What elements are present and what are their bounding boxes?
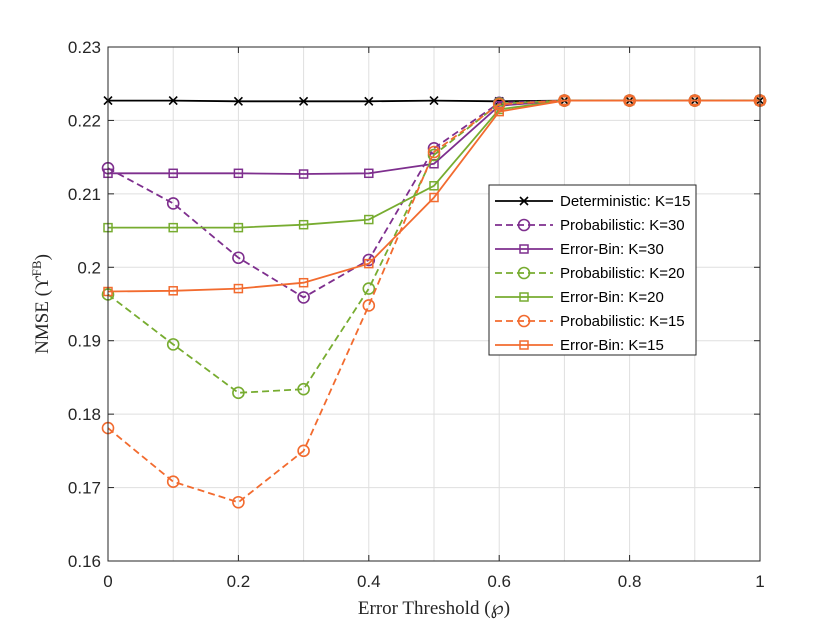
data-point — [364, 258, 374, 269]
data-point — [168, 286, 178, 296]
y-axis-label-sup: FB — [29, 260, 44, 276]
data-point — [427, 145, 441, 159]
legend-item-error-bin-k-30: Error-Bin: K=30 — [495, 241, 664, 258]
data-point — [233, 168, 244, 179]
legend-item-error-bin-k-20: Error-Bin: K=20 — [495, 289, 664, 306]
data-point — [233, 96, 243, 106]
x-tick-label: 1 — [755, 572, 764, 591]
data-point — [166, 197, 180, 210]
legend-label: Error-Bin: K=30 — [560, 241, 664, 258]
y-tick-label: 0.23 — [68, 38, 101, 57]
legend-item-probabilistic-k-20: Probabilistic: K=20 — [495, 265, 685, 282]
data-point — [492, 97, 506, 111]
data-point — [232, 251, 245, 265]
data-point — [429, 192, 439, 203]
data-point — [517, 266, 531, 280]
data-point — [364, 168, 374, 179]
data-point — [364, 214, 374, 225]
legend-label: Probabilistic: K=20 — [560, 265, 685, 282]
legend: Deterministic: K=15 Probabilistic: K=30 Er… — [488, 184, 697, 356]
data-point — [494, 106, 504, 117]
data-point — [298, 169, 309, 179]
data-point — [690, 95, 700, 106]
y-tick-label: 0.16 — [68, 552, 101, 571]
data-point — [166, 338, 180, 351]
data-point — [624, 95, 635, 106]
y-axis-label-main: NMSE (ϒ — [32, 276, 53, 354]
data-point — [168, 168, 178, 179]
legend-label: Probabilistic: K=15 — [560, 313, 685, 330]
legend-item-error-bin-k-15: Error-Bin: K=15 — [495, 337, 664, 354]
x-tick-label: 0.2 — [227, 572, 251, 591]
data-point — [364, 96, 374, 106]
data-point — [362, 253, 376, 267]
data-point — [517, 314, 531, 328]
data-point — [297, 444, 310, 458]
data-point — [429, 181, 439, 191]
data-point — [517, 218, 531, 232]
legend-item-probabilistic-k-30: Probabilistic: K=30 — [495, 217, 685, 234]
x-tick-label: 0 — [103, 572, 112, 591]
legend-label: Error-Bin: K=20 — [560, 289, 664, 306]
data-point — [168, 96, 178, 106]
data-point — [298, 277, 309, 288]
data-point — [166, 475, 180, 488]
x-tick-label: 0.4 — [357, 572, 381, 591]
data-point — [233, 222, 244, 233]
plot-frame — [107, 46, 761, 562]
legend-item-deterministic-k-15: Deterministic: K=15 — [495, 193, 690, 210]
data-point — [299, 96, 309, 106]
tick-layer: 0 0.2 0.4 0.6 0.8 1 0.16 0.17 0.18 0.19 0.2 0.21 0.2… — [68, 38, 765, 591]
data-point — [232, 495, 245, 509]
data-point — [519, 244, 529, 254]
x-tick-label: 0.8 — [618, 572, 642, 591]
data-point — [519, 196, 529, 206]
data-point — [519, 340, 529, 350]
y-tick-label: 0.2 — [77, 258, 101, 277]
y-tick-label: 0.18 — [68, 405, 101, 424]
data-point — [298, 219, 309, 230]
legend-label: Error-Bin: K=15 — [560, 337, 664, 354]
legend-label: Probabilistic: K=30 — [560, 217, 685, 234]
legend-item-probabilistic-k-15: Probabilistic: K=15 — [495, 313, 685, 330]
data-point — [297, 382, 310, 396]
data-point — [233, 283, 244, 294]
y-axis-label-close: ) — [32, 254, 53, 260]
data-point — [168, 222, 178, 233]
y-axis-label: NMSE (ϒFB) — [29, 254, 53, 354]
data-point — [232, 386, 245, 400]
data-point — [559, 95, 570, 106]
y-tick-label: 0.22 — [68, 111, 101, 130]
data-point — [362, 299, 376, 312]
y-tick-label: 0.21 — [68, 185, 101, 204]
y-tick-label: 0.19 — [68, 332, 101, 351]
x-axis-label: Error Threshold (℘) — [358, 598, 510, 619]
data-point — [429, 96, 439, 106]
data-point — [362, 282, 376, 295]
data-point — [519, 292, 529, 302]
y-tick-label: 0.17 — [68, 479, 101, 498]
series-line — [107, 99, 760, 293]
data-point — [297, 291, 310, 304]
legend-label: Deterministic: K=15 — [560, 193, 690, 210]
x-tick-label: 0.6 — [487, 572, 511, 591]
